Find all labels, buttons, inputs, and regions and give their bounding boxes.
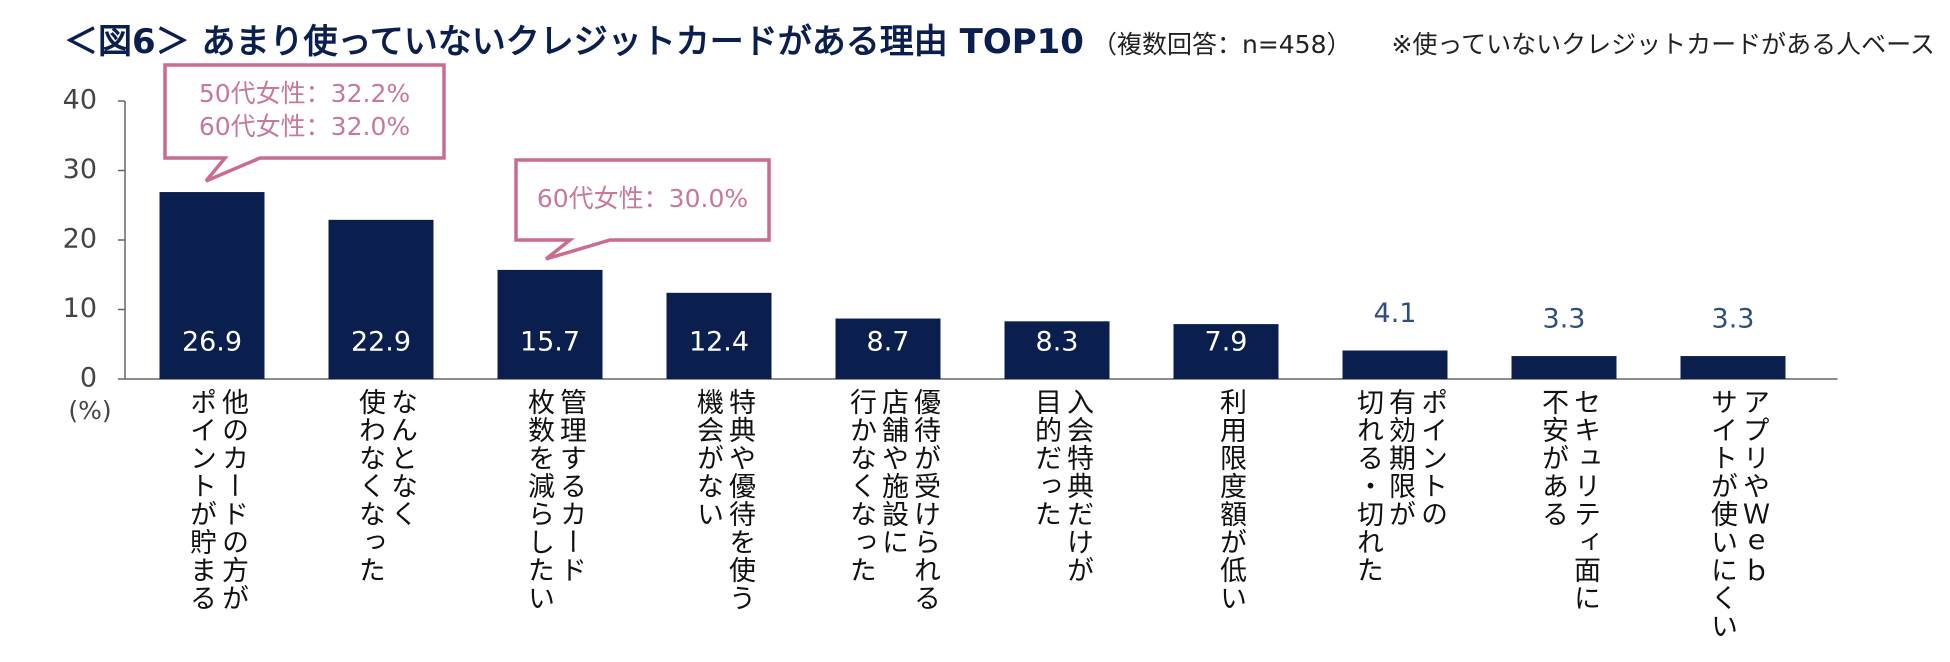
value-label: 26.9 — [182, 327, 242, 358]
bar — [328, 219, 434, 379]
value-label: 8.7 — [867, 327, 910, 358]
x-tick-label: 管理するカード 枚数を減らしたい — [523, 388, 586, 612]
bar — [666, 292, 772, 379]
bar — [1004, 321, 1110, 379]
value-label: 4.1 — [1374, 298, 1417, 329]
subtitle: （複数回答：n=458） — [1091, 30, 1352, 59]
x-tick-label: 他のカードの方が ポイントが貯まる — [185, 388, 248, 612]
note: ※使っていないクレジットカードがある人ベース — [1391, 30, 1935, 59]
x-tick-label: 優待が受けられる 店舗や施設に 行かなくなった — [845, 388, 940, 612]
value-label: 3.3 — [1712, 304, 1755, 335]
header: ＜図6＞ あまり使っていないクレジットカードがある理由 TOP10 （複数回答：n… — [64, 14, 1935, 63]
callout — [163, 63, 446, 183]
callout-text: 50代女性：32.2% — [199, 79, 410, 108]
callout — [514, 158, 771, 261]
chart-title: ＜図6＞ あまり使っていないクレジットカードがある理由 TOP10 — [64, 22, 1084, 62]
y-axis-label: (%) — [68, 396, 111, 425]
y-tick-label: 10 — [63, 293, 97, 324]
bar — [159, 192, 265, 379]
y-tick-label: 30 — [63, 154, 97, 185]
x-tick-label: 利用限度額が低い — [1215, 388, 1246, 612]
x-tick-label: セキュリティ面に 不安がある — [1537, 388, 1600, 612]
value-label: 7.9 — [1205, 327, 1248, 358]
value-label: 8.3 — [1036, 327, 1079, 358]
y-tick-label: 0 — [80, 363, 97, 394]
bar — [1680, 356, 1786, 379]
callout-text: 60代女性：30.0% — [537, 184, 748, 213]
bar — [1342, 350, 1448, 379]
bar — [835, 318, 941, 379]
bar — [1173, 324, 1279, 379]
x-tick-label: アプリやＷｅｂ サイトが使いにくい — [1706, 388, 1769, 640]
x-tick-label: なんとなく 使わなくなった — [354, 388, 417, 584]
value-label: 3.3 — [1543, 304, 1586, 335]
x-tick-label: 入会特典だけが 目的だった — [1030, 388, 1093, 584]
value-label: 15.7 — [520, 327, 580, 358]
callout-text: 60代女性：32.0% — [199, 112, 410, 141]
bar — [497, 269, 603, 379]
x-tick-label: ポイントの 有効期限が 切れる・切れた — [1352, 388, 1447, 584]
bar — [1511, 356, 1617, 379]
value-label: 12.4 — [689, 327, 749, 358]
x-tick-label: 特典や優待を使う 機会がない — [692, 388, 755, 612]
value-label: 22.9 — [351, 327, 411, 358]
y-tick-label: 40 — [63, 85, 97, 116]
y-tick-label: 20 — [63, 224, 97, 255]
